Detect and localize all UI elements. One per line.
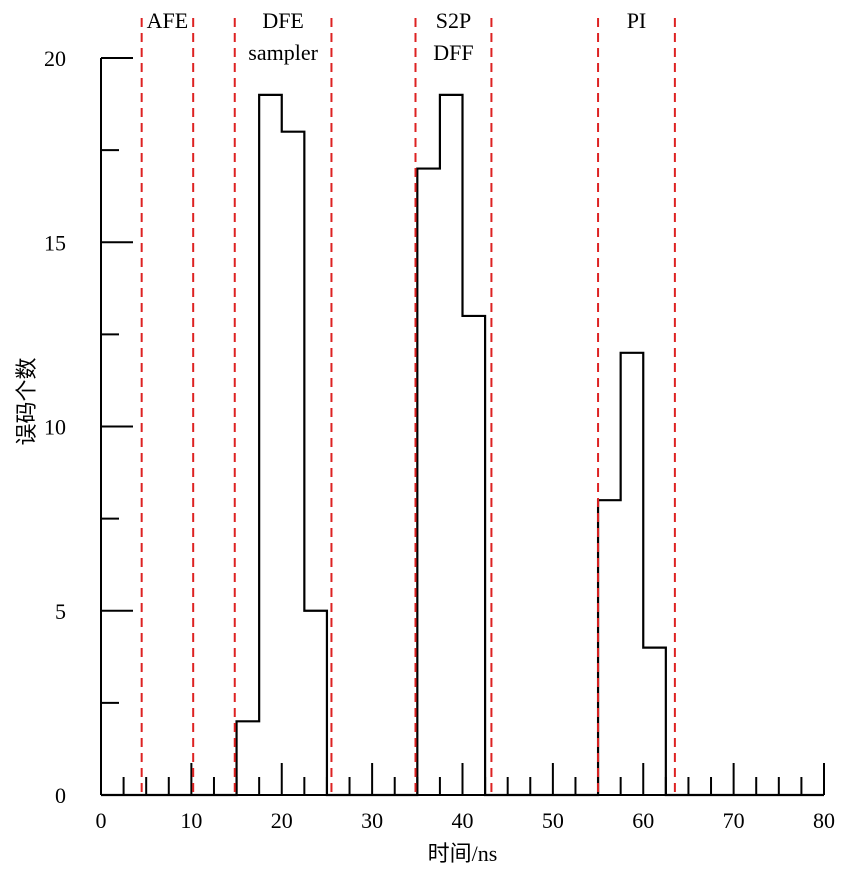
region-label: AFE (147, 8, 189, 33)
y-tick-label: 10 (44, 415, 66, 440)
x-tick-label: 80 (813, 808, 835, 833)
x-tick-label: 30 (361, 808, 383, 833)
y-tick-label: 0 (55, 783, 66, 808)
y-axis-title: 误码个数 (14, 357, 39, 445)
y-tick-label: 5 (55, 599, 66, 624)
region-label: S2P (436, 8, 471, 33)
region-label: PI (627, 8, 647, 33)
region-label: sampler (248, 40, 318, 65)
series-line-0 (101, 93, 824, 797)
x-tick-label: 20 (271, 808, 293, 833)
y-tick-label: 15 (44, 230, 66, 255)
y-tick-label: 20 (44, 46, 66, 71)
x-tick-label: 40 (452, 808, 474, 833)
x-tick-label: 10 (180, 808, 202, 833)
x-tick-label: 70 (723, 808, 745, 833)
x-tick-label: 0 (96, 808, 107, 833)
region-label: DFF (433, 40, 473, 65)
x-axis-title: 时间/ns (428, 841, 498, 866)
region-label: DFE (262, 8, 304, 33)
x-tick-label: 60 (632, 808, 654, 833)
x-tick-label: 50 (542, 808, 564, 833)
